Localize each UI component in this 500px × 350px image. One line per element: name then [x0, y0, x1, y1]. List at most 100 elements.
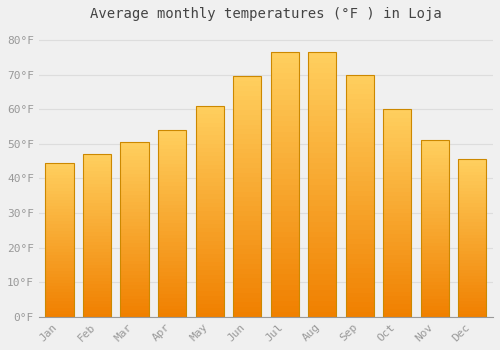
Bar	[270, 111, 299, 116]
Bar	[383, 122, 412, 126]
Bar	[196, 152, 224, 156]
Bar	[458, 194, 486, 197]
Bar	[120, 233, 148, 237]
Bar	[196, 127, 224, 131]
Bar	[83, 187, 111, 190]
Bar	[458, 282, 486, 285]
Bar	[83, 216, 111, 219]
Bar	[46, 237, 74, 240]
Bar	[308, 243, 336, 248]
Bar	[308, 163, 336, 169]
Bar	[383, 230, 412, 234]
Bar	[458, 251, 486, 254]
Bar	[46, 246, 74, 249]
Bar	[83, 301, 111, 304]
Bar	[421, 190, 449, 193]
Bar	[158, 313, 186, 317]
Bar	[158, 283, 186, 287]
Bar	[83, 252, 111, 255]
Bar	[158, 216, 186, 220]
Bar	[383, 263, 412, 267]
Bar	[46, 218, 74, 222]
Bar	[196, 262, 224, 266]
Bar	[46, 181, 74, 184]
Bar	[270, 227, 299, 232]
Bar	[270, 195, 299, 201]
Bar	[233, 173, 261, 177]
Bar	[196, 144, 224, 148]
Bar	[421, 271, 449, 274]
Bar	[196, 173, 224, 177]
Bar	[421, 144, 449, 147]
Bar	[270, 68, 299, 74]
Bar	[158, 197, 186, 201]
Bar	[383, 209, 412, 213]
Bar	[158, 250, 186, 253]
Bar	[83, 174, 111, 177]
Bar	[383, 254, 412, 259]
Bar	[421, 179, 449, 183]
Bar	[383, 167, 412, 172]
Bar	[346, 186, 374, 191]
Bar	[196, 161, 224, 165]
Bar	[120, 153, 148, 156]
Bar	[83, 307, 111, 310]
Bar	[346, 157, 374, 162]
Bar	[458, 273, 486, 276]
Bar	[120, 142, 148, 317]
Bar	[233, 177, 261, 182]
Bar	[270, 163, 299, 169]
Bar	[308, 84, 336, 89]
Bar	[196, 283, 224, 287]
Bar	[83, 183, 111, 187]
Bar	[308, 227, 336, 232]
Bar	[233, 245, 261, 250]
Bar	[308, 126, 336, 132]
Bar	[83, 203, 111, 206]
Bar	[196, 165, 224, 169]
Bar	[383, 267, 412, 271]
Bar	[308, 253, 336, 259]
Bar	[383, 118, 412, 122]
Bar	[421, 169, 449, 172]
Bar	[46, 175, 74, 178]
Bar	[346, 264, 374, 268]
Bar	[233, 139, 261, 144]
Bar	[83, 271, 111, 274]
Bar	[233, 312, 261, 317]
Bar	[46, 280, 74, 283]
Bar	[383, 221, 412, 225]
Bar	[120, 313, 148, 317]
Bar	[196, 131, 224, 135]
Bar	[270, 121, 299, 126]
Bar	[346, 128, 374, 133]
Bar	[421, 313, 449, 317]
Bar	[233, 216, 261, 220]
Bar	[458, 257, 486, 260]
Bar	[158, 171, 186, 175]
Bar	[46, 265, 74, 267]
Bar	[346, 244, 374, 249]
Bar	[270, 126, 299, 132]
Bar	[83, 310, 111, 314]
Bar	[308, 132, 336, 137]
Bar	[458, 163, 486, 166]
Bar	[233, 240, 261, 245]
Bar	[346, 123, 374, 128]
Bar	[158, 261, 186, 265]
Bar	[233, 110, 261, 115]
Bar	[233, 148, 261, 153]
Bar	[458, 292, 486, 295]
Bar	[120, 163, 148, 167]
Bar	[383, 279, 412, 284]
Bar	[196, 245, 224, 249]
Bar	[383, 292, 412, 296]
Bar	[158, 134, 186, 138]
Bar	[158, 186, 186, 190]
Bar	[346, 99, 374, 104]
Bar	[270, 184, 299, 190]
Bar	[83, 297, 111, 301]
Bar	[196, 304, 224, 308]
Bar	[196, 110, 224, 114]
Bar	[421, 274, 449, 278]
